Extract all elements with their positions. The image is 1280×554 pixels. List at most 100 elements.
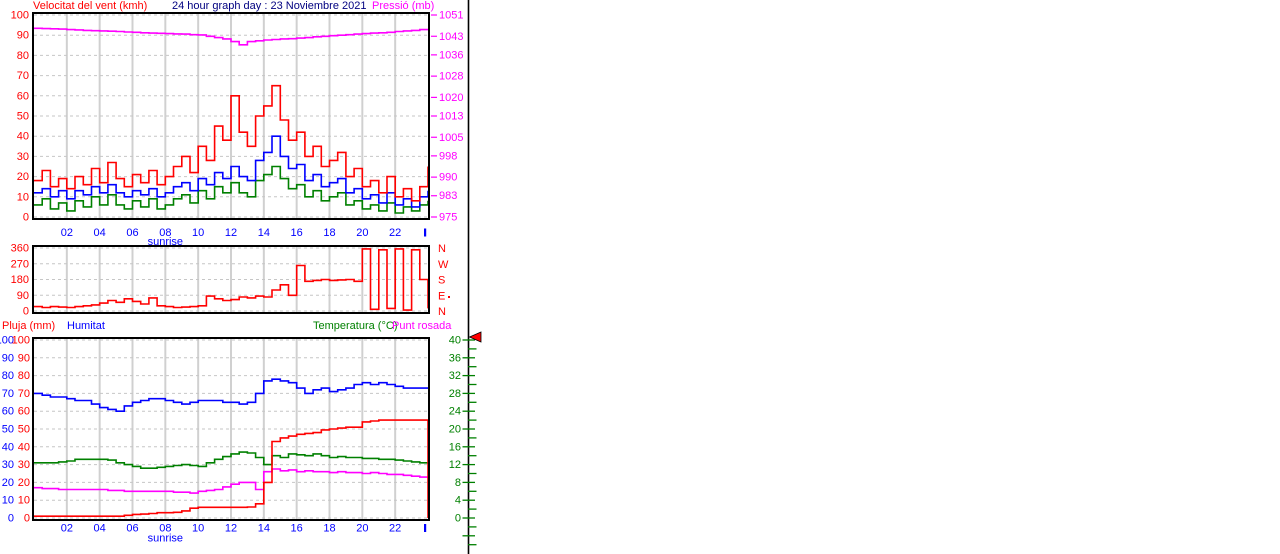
temp-tick-label: 16 [449,441,461,453]
direction-y-tick-label: 90 [17,290,29,302]
temp-tick-label: 8 [455,477,461,489]
humidity-y-tick-label: 70 [2,388,14,400]
humidity-y-tick-label: 100 [0,335,14,347]
rain-y-tick-label: 100 [12,335,30,347]
x-axis-hour-label: 18 [323,523,335,535]
wind-y-tick-label: 80 [17,50,29,62]
x-axis-hour-label: 02 [61,523,73,535]
pressure-tick-label: 1051 [439,10,463,22]
pressure-tick-label: 990 [439,172,457,184]
humidity-y-tick-label: 90 [2,352,14,364]
wind-y-tick-label: 10 [17,191,29,203]
temp-tick-label: 28 [449,388,461,400]
direction-y-tick-label: 270 [11,258,29,270]
pressure-tick-label: 1043 [439,31,463,43]
rain-y-tick-label: 50 [18,424,30,436]
rain-y-tick-label: 10 [18,495,30,507]
rain-axis-title: Pluja (mm) [2,320,56,332]
wind-y-tick-label: 90 [17,30,29,42]
pressure-series [34,27,429,46]
x-axis-hour-label: 16 [291,523,303,535]
temp-tick-label: 40 [449,335,461,347]
compass-label: W [438,259,449,271]
dewpoint-axis-title: Punt rosada [392,320,452,332]
pressure-tick-label: 1005 [439,132,463,144]
x-axis-hour-label: 06 [126,523,138,535]
x-axis-hour-label: 10 [192,227,204,239]
compass-label: N [438,243,446,255]
graph-title: 24 hour graph day : 23 Noviembre 2021 [172,0,367,12]
humidity-y-tick-label: 30 [2,459,14,471]
direction-y-tick-label: 0 [23,306,29,318]
rain-y-tick-label: 70 [18,388,30,400]
x-axis-hour-label: 16 [291,227,303,239]
humidity-y-tick-label: 20 [2,477,14,489]
compass-label: S [438,275,445,287]
x-axis-hour-label: 14 [258,227,270,239]
direction-y-tick-label: 360 [11,243,29,255]
wind-gust-series [34,84,429,202]
x-axis-hour-label: 04 [94,227,106,239]
wind-axis-title: Velocitat del vent (kmh) [33,0,148,12]
temp-tick-label: 4 [455,495,461,507]
wind-y-tick-label: 30 [17,151,29,163]
x-axis-hour-label: 20 [356,523,368,535]
temp-tick-label: 0 [455,513,461,525]
pressure-tick-label: 1013 [439,111,463,123]
temp-tick-label: 12 [449,459,461,471]
rain-y-tick-label: 30 [18,459,30,471]
humidity-y-tick-label: 60 [2,406,14,418]
temp-tick-label: 32 [449,370,461,382]
pressure-axis-title: Pressió (mb) [372,0,435,12]
wind-y-tick-label: 70 [17,70,29,82]
x-axis-hour-label: 10 [192,523,204,535]
plot-border [32,337,430,521]
x-axis-end-mark [424,228,427,237]
rain-y-tick-label: 40 [18,441,30,453]
pressure-tick-label: 983 [439,190,457,202]
temperatura-series [34,451,429,469]
rain-y-tick-label: 60 [18,406,30,418]
punt-rosada-series [34,468,429,494]
wind-y-tick-label: 40 [17,131,29,143]
x-axis-hour-label: 18 [323,227,335,239]
compass-dot [448,296,450,298]
humidity-y-tick-label: 80 [2,370,14,382]
temp-tick-label: 20 [449,424,461,436]
wind-y-tick-label: 60 [17,90,29,102]
rain-y-tick-label: 0 [24,513,30,525]
wind-minimum-series [34,165,429,214]
wind-y-tick-label: 50 [17,111,29,123]
x-axis-hour-label: 06 [126,227,138,239]
x-axis-hour-label: 12 [225,227,237,239]
wind-y-tick-label: 100 [11,10,29,22]
humidity-axis-title: Humitat [67,320,105,332]
pressure-tick-label: 998 [439,150,457,162]
x-axis-hour-label: 20 [356,227,368,239]
wind-y-tick-label: 0 [23,212,29,224]
temperature-axis-title: Temperatura (°C) [313,320,398,332]
x-axis-hour-label: 08 [159,523,171,535]
x-axis-hour-label: 02 [61,227,73,239]
temp-tick-label: 36 [449,352,461,364]
x-axis-hour-label: 22 [389,523,401,535]
sunrise-label: sunrise [148,533,183,545]
x-axis-hour-label: 08 [159,227,171,239]
humidity-y-tick-label: 50 [2,424,14,436]
x-axis-end-mark [424,524,427,532]
compass-label: E [438,290,445,302]
pressure-tick-label: 1020 [439,92,463,104]
x-axis-hour-label: 04 [94,523,106,535]
rain-y-tick-label: 20 [18,477,30,489]
plot-border [32,245,430,314]
direction-y-tick-label: 180 [11,274,29,286]
compass-label: N [438,306,446,318]
pressure-tick-label: 1028 [439,71,463,83]
wind-direction-series [34,248,429,311]
rain-y-tick-label: 90 [18,352,30,364]
wind-average-series [34,135,429,208]
humitat-series [34,378,428,412]
pressure-tick-label: 975 [439,212,457,224]
